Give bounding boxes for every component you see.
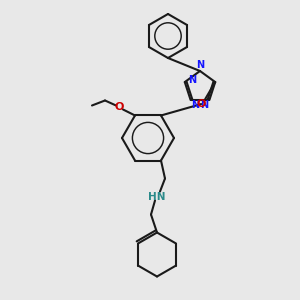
Text: HN: HN [148,191,166,202]
Text: O: O [114,103,124,112]
Text: N: N [191,100,200,110]
Text: O: O [196,99,206,109]
Text: N: N [196,60,204,70]
Text: N: N [200,100,208,110]
Text: N: N [188,75,196,85]
